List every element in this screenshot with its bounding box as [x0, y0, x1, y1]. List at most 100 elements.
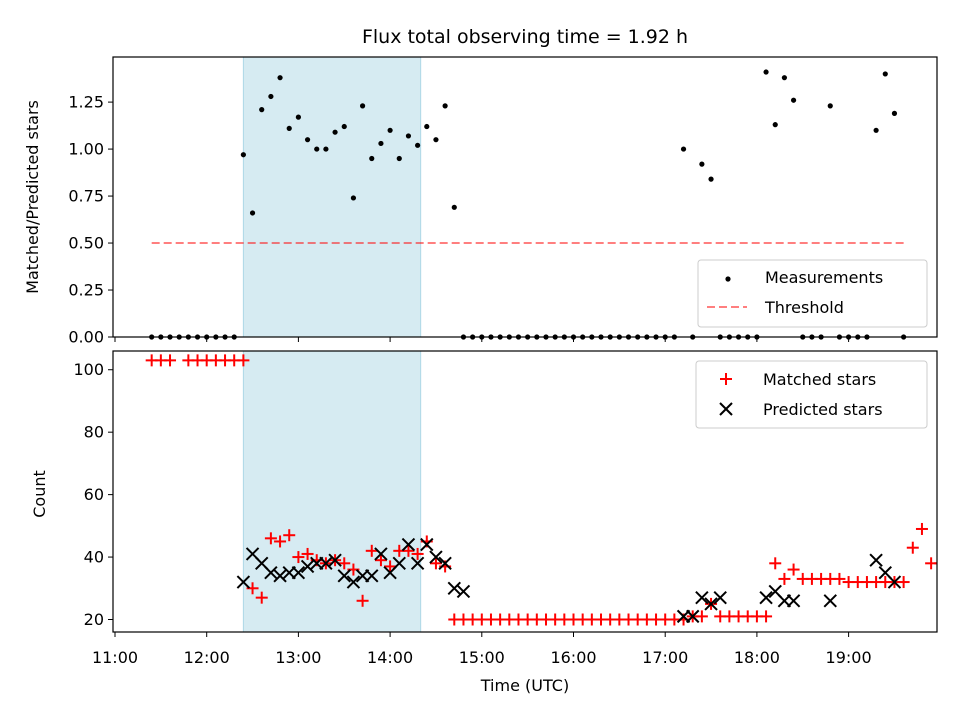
matched-point	[906, 541, 919, 554]
top-y-axis: 0.00 0.25 0.50 0.75 1.00 1.25	[68, 93, 113, 347]
bottom-y-tick-label: 60	[84, 485, 104, 504]
top-legend: Measurements Threshold	[697, 259, 928, 328]
top-legend-box	[697, 259, 928, 328]
matched-point	[778, 572, 791, 585]
predicted-point	[438, 556, 452, 571]
predicted-point	[759, 590, 773, 605]
measurement-point	[286, 125, 292, 132]
measurement-point	[790, 97, 797, 103]
measurement-point	[277, 75, 283, 81]
top-panel: 0.00 0.25 0.50 0.75 1.00 1.25 Matched/Predict…	[23, 56, 938, 347]
bottom-y-tick-label: 80	[84, 423, 104, 442]
measurement-point	[415, 142, 421, 148]
x-axis-label: Time (UTC)	[480, 676, 569, 695]
legend-measurement-marker	[725, 276, 731, 282]
legend-threshold-label: Threshold	[764, 298, 844, 317]
predicted-point	[273, 569, 287, 583]
measurement-point	[350, 195, 357, 201]
predicted-point	[374, 547, 388, 561]
top-highlight-span	[242, 56, 422, 338]
measurement-point	[424, 123, 430, 130]
measurement-point	[268, 93, 274, 100]
top-y-tick-label: 1.25	[68, 93, 104, 112]
legend-matched-marker	[720, 373, 732, 385]
matched-point	[429, 557, 442, 570]
measurement-point	[378, 140, 384, 147]
matched-point	[769, 557, 782, 570]
predicted-point	[823, 594, 837, 608]
predicted-point	[713, 590, 727, 605]
predicted-point	[337, 569, 351, 583]
measurement-point	[387, 127, 393, 133]
matched-point	[934, 562, 937, 565]
x-tick-label: 14:00	[367, 648, 413, 667]
top-y-tick-label: 0.00	[68, 328, 104, 347]
predicted-point	[365, 569, 379, 583]
x-tick-label: 17:00	[642, 648, 688, 667]
bottom-panel: 20 40 60 80 100 11:00 12:00 13:00 14:00 15:00 16:…	[30, 350, 960, 695]
predicted-point	[786, 594, 801, 608]
top-y-tick-label: 0.50	[68, 234, 104, 253]
matched-point	[164, 354, 177, 367]
measurement-point	[442, 103, 448, 109]
measurement-point	[451, 204, 457, 210]
bottom-y-tick-label: 20	[84, 610, 104, 629]
measurement-point	[827, 103, 833, 109]
matched-point	[365, 544, 378, 557]
predicted-point	[319, 556, 333, 571]
matched-point	[897, 576, 910, 589]
measurement-point	[240, 152, 246, 158]
measurement-point	[891, 110, 898, 116]
x-tick-label: 11:00	[92, 648, 138, 667]
measurement-point	[259, 107, 265, 113]
measurement-point	[763, 69, 769, 75]
matched-point	[411, 547, 424, 560]
measurement-point	[323, 146, 329, 152]
bottom-x-axis: 11:00 12:00 13:00 14:00 15:00 16:00 17:00 18:00…	[92, 632, 872, 667]
matched-point	[787, 563, 800, 576]
predicted-point	[291, 565, 306, 580]
measurement-point	[295, 114, 301, 120]
measurement-point	[873, 127, 879, 133]
legend-measurements-label: Measurements	[765, 268, 883, 287]
top-plot-frame	[112, 56, 938, 338]
predicted-point	[869, 553, 883, 567]
bottom-y-axis: 20 40 60 80 100	[73, 360, 113, 629]
matched-point	[356, 594, 369, 607]
x-tick-label: 15:00	[459, 648, 505, 667]
x-tick-label: 16:00	[550, 648, 596, 667]
bottom-y-tick-label: 100	[73, 360, 104, 379]
measurement-point	[396, 155, 402, 162]
matched-point	[384, 560, 397, 573]
legend-matched-label: Matched stars	[763, 370, 876, 389]
measurement-point	[772, 122, 778, 128]
bottom-highlight-span	[242, 350, 422, 633]
bottom-plot-frame	[112, 350, 938, 633]
bottom-y-tick-label: 40	[84, 548, 104, 567]
predicted-point	[887, 575, 902, 589]
measurement-point	[882, 71, 888, 77]
matched-point	[402, 544, 415, 557]
matched-point	[374, 554, 387, 567]
measurement-point	[249, 210, 256, 216]
predicted-point	[695, 590, 709, 605]
matched-point	[338, 557, 351, 570]
measurement-point	[680, 146, 687, 152]
predicted-point	[704, 597, 718, 611]
measurement-point	[359, 103, 366, 109]
top-x-ticks	[114, 337, 850, 342]
measurement-point	[405, 133, 412, 139]
measurement-point	[708, 176, 714, 182]
legend-predicted-marker	[719, 402, 733, 416]
predicted-point	[264, 565, 278, 580]
matched-point	[760, 610, 773, 623]
matched-point	[833, 572, 846, 585]
matched-point	[953, 557, 960, 569]
predicted-point	[456, 584, 471, 599]
matched-point	[915, 522, 928, 535]
top-y-tick-label: 1.00	[68, 140, 104, 159]
legend-predicted-label: Predicted stars	[763, 400, 883, 419]
x-tick-label: 13:00	[275, 648, 321, 667]
predicted-point	[300, 559, 315, 574]
